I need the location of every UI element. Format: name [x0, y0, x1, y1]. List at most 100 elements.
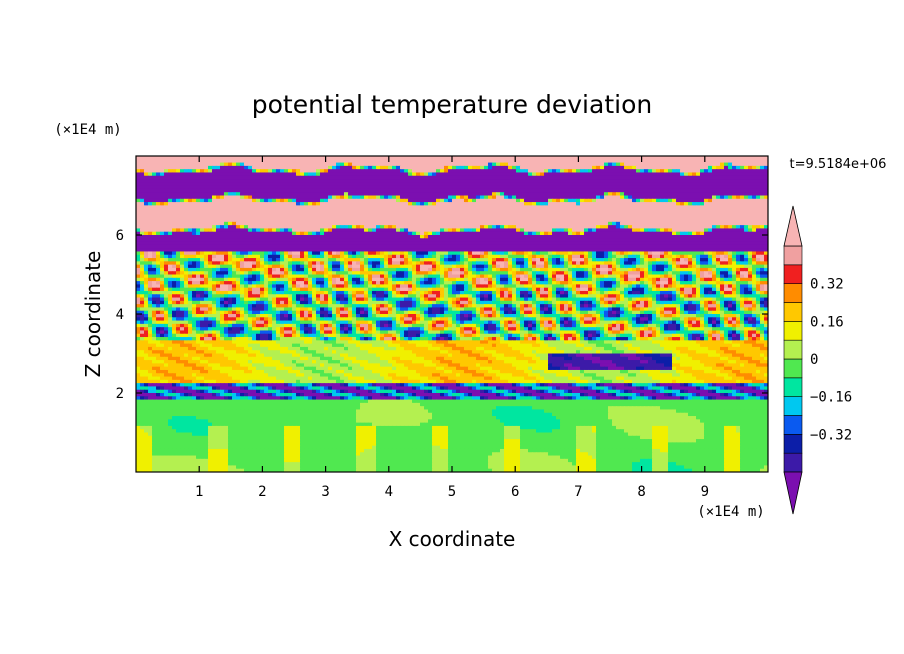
field-cell — [636, 159, 641, 164]
field-cell — [448, 165, 453, 170]
field-cell — [736, 231, 741, 236]
field-cell — [412, 192, 417, 197]
field-cell — [228, 218, 233, 223]
field-cell — [304, 159, 309, 164]
field-cell — [256, 159, 261, 164]
field-cell — [476, 162, 481, 167]
field-cell — [236, 198, 241, 203]
field-cell — [296, 175, 301, 180]
field-cell — [484, 175, 489, 180]
field-cell — [440, 218, 445, 223]
field-cell — [432, 205, 437, 210]
field-cell — [160, 218, 165, 223]
field-cell — [568, 215, 573, 220]
field-cell — [396, 228, 401, 233]
field-cell — [344, 202, 349, 206]
field-cell — [620, 198, 625, 203]
field-cell — [728, 202, 733, 206]
field-cell — [296, 185, 301, 190]
field-cell — [376, 185, 381, 190]
field-cell — [404, 179, 409, 183]
field-cell — [344, 185, 349, 190]
field-cell — [324, 221, 329, 226]
field-cell — [764, 192, 768, 197]
field-cell — [352, 185, 357, 190]
field-cell — [512, 198, 517, 203]
field-cell — [624, 195, 629, 200]
field-cell — [164, 169, 169, 174]
field-cell — [512, 202, 517, 206]
field-cell — [172, 185, 177, 190]
field-cell — [540, 225, 545, 230]
field-cell — [576, 221, 581, 226]
field-cell — [504, 172, 509, 177]
field-cell — [684, 172, 689, 177]
field-cell — [448, 185, 453, 190]
field-cell — [588, 208, 593, 213]
field-cell — [180, 202, 185, 206]
field-cell — [240, 172, 245, 177]
field-cell — [312, 175, 317, 180]
field-cell — [428, 179, 433, 183]
field-cell — [512, 162, 517, 167]
field-cell — [652, 165, 657, 170]
field-cell — [244, 172, 249, 177]
field-cell — [640, 218, 645, 223]
field-cell — [208, 218, 213, 223]
field-cell — [500, 211, 505, 216]
field-cell — [684, 159, 689, 164]
field-cell — [620, 169, 625, 174]
field-cell — [708, 231, 713, 236]
field-cell — [536, 231, 541, 236]
field-cell — [436, 211, 441, 216]
field-cell — [420, 205, 425, 210]
field-cell — [456, 192, 461, 197]
field-cell — [740, 198, 745, 203]
field-cell — [260, 215, 265, 220]
field-cell — [192, 179, 197, 183]
field-cell — [344, 172, 349, 177]
field-cell — [516, 182, 521, 187]
field-cell — [460, 205, 465, 210]
field-cell — [244, 221, 249, 226]
field-cell — [192, 208, 197, 213]
field-cell — [196, 205, 201, 210]
field-cell — [400, 235, 405, 239]
field-cell — [272, 165, 277, 170]
field-cell — [164, 211, 169, 216]
field-cell — [528, 156, 533, 160]
field-cell — [592, 185, 597, 190]
field-cell — [500, 162, 505, 167]
field-cell — [592, 172, 597, 177]
field-cell — [720, 179, 725, 183]
field-cell — [280, 162, 285, 167]
field-cell — [264, 175, 269, 180]
field-cell — [428, 195, 433, 200]
field-cell — [496, 202, 501, 206]
field-cell — [756, 195, 761, 200]
field-cell — [188, 211, 193, 216]
field-cell — [480, 175, 485, 180]
field-cell — [148, 215, 153, 220]
field-cell — [524, 179, 529, 183]
field-cell — [280, 235, 285, 239]
field-cell — [184, 175, 189, 180]
field-cell — [276, 198, 281, 203]
field-cell — [508, 159, 513, 164]
field-cell — [420, 162, 425, 167]
field-cell — [736, 165, 741, 170]
field-cell — [456, 185, 461, 190]
field-cell — [580, 202, 585, 206]
field-cell — [352, 172, 357, 177]
field-cell — [332, 188, 337, 193]
field-cell — [440, 165, 445, 170]
field-cell — [464, 225, 469, 230]
field-cell — [440, 202, 445, 206]
field-cell — [572, 202, 577, 206]
field-cell — [504, 221, 509, 226]
field-cell — [180, 175, 185, 180]
field-cell — [160, 165, 165, 170]
field-cell — [588, 218, 593, 223]
field-cell — [372, 162, 377, 167]
field-cell — [212, 185, 217, 190]
